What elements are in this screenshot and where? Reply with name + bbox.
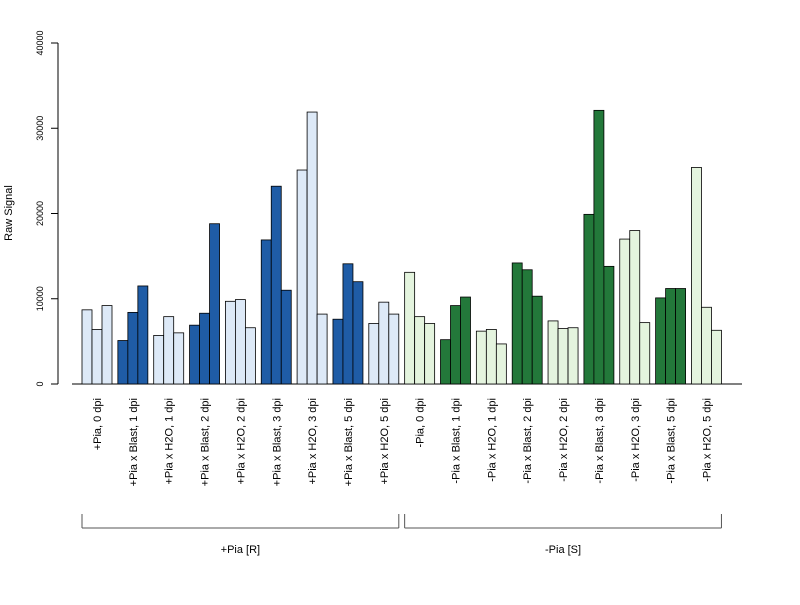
bar [701,306,712,385]
bar [280,289,292,385]
bar [189,324,200,385]
category-label: +Pia, 0 dpi [92,398,104,450]
bar [91,329,103,385]
bar [137,285,149,385]
category-labels: +Pia, 0 dpi +Pia x Blast, 1 dpi +Pia x H2O… [92,398,713,486]
bar [306,111,318,385]
bar [460,296,471,385]
bar [567,327,579,385]
bar [665,288,676,385]
category-label: -Pia x Blast, 1 dpi [451,398,463,484]
category-label: +Pia x Blast, 5 dpi [343,398,355,486]
y-tick-label: 20000 [35,201,45,226]
bar [117,340,129,385]
category-label: -Pia, 0 dpi [415,398,427,448]
bar [511,262,523,385]
bar [199,312,210,385]
bar [547,320,559,385]
category-label: +Pia x H2O, 1 dpi [164,398,176,485]
bar [352,281,364,385]
bars [81,109,722,385]
bar [209,223,220,385]
category-label: +Pia x Blast, 3 dpi [271,398,283,486]
y-tick-label: 10000 [35,286,45,311]
bar [603,265,615,385]
bar [173,332,185,385]
bar [675,288,686,385]
group-label: -Pia [S] [545,544,581,556]
category-label: +Pia x H2O, 5 dpi [379,398,391,485]
bar [332,318,344,385]
bar [495,343,507,385]
bar [404,271,416,385]
bar [414,316,426,385]
bar [81,309,93,385]
y-tick-label: 40000 [35,30,45,55]
bar [655,297,666,385]
category-label: -Pia x H2O, 2 dpi [558,398,570,482]
bar [127,311,139,385]
bar [368,323,380,385]
bar [440,339,451,385]
bar [153,335,165,385]
bar [691,167,702,385]
group-label: +Pia [R] [221,544,260,556]
category-label: +Pia x Blast, 2 dpi [200,398,212,486]
bar [531,295,543,385]
bar [475,330,487,385]
bar [583,213,595,385]
y-tick-label: 0 [35,381,45,386]
category-label: -Pia x H2O, 3 dpi [630,398,642,482]
bar [342,263,354,385]
bar [234,299,246,385]
bar [270,185,282,385]
bar [521,269,533,385]
bar [163,316,175,385]
bar [639,322,651,385]
category-label: +Pia x H2O, 3 dpi [307,398,319,485]
y-axis-title: Raw Signal [3,185,15,241]
bar [629,230,641,385]
bar [450,305,461,385]
bar [557,328,569,385]
bar [316,313,328,385]
category-label: -Pia x H2O, 5 dpi [701,398,713,482]
bar [244,327,256,385]
bar [378,301,390,385]
bar [101,305,113,385]
bar [388,313,400,385]
bar [619,238,631,385]
bar [485,329,497,385]
bar [260,239,272,385]
category-label: +Pia x H2O, 2 dpi [235,398,247,485]
category-label: -Pia x Blast, 2 dpi [522,398,534,484]
category-label: -Pia x Blast, 3 dpi [594,398,606,484]
bar [224,300,236,385]
category-label: -Pia x H2O, 1 dpi [486,398,498,482]
bar [296,169,308,385]
category-label: +Pia x Blast, 1 dpi [128,398,140,486]
bar [593,109,605,385]
category-label: -Pia x Blast, 5 dpi [666,398,678,484]
bar [424,323,436,385]
bar [711,329,722,385]
group-brackets: +Pia [R] -Pia [S] [81,514,722,556]
y-tick-label: 30000 [35,116,45,141]
